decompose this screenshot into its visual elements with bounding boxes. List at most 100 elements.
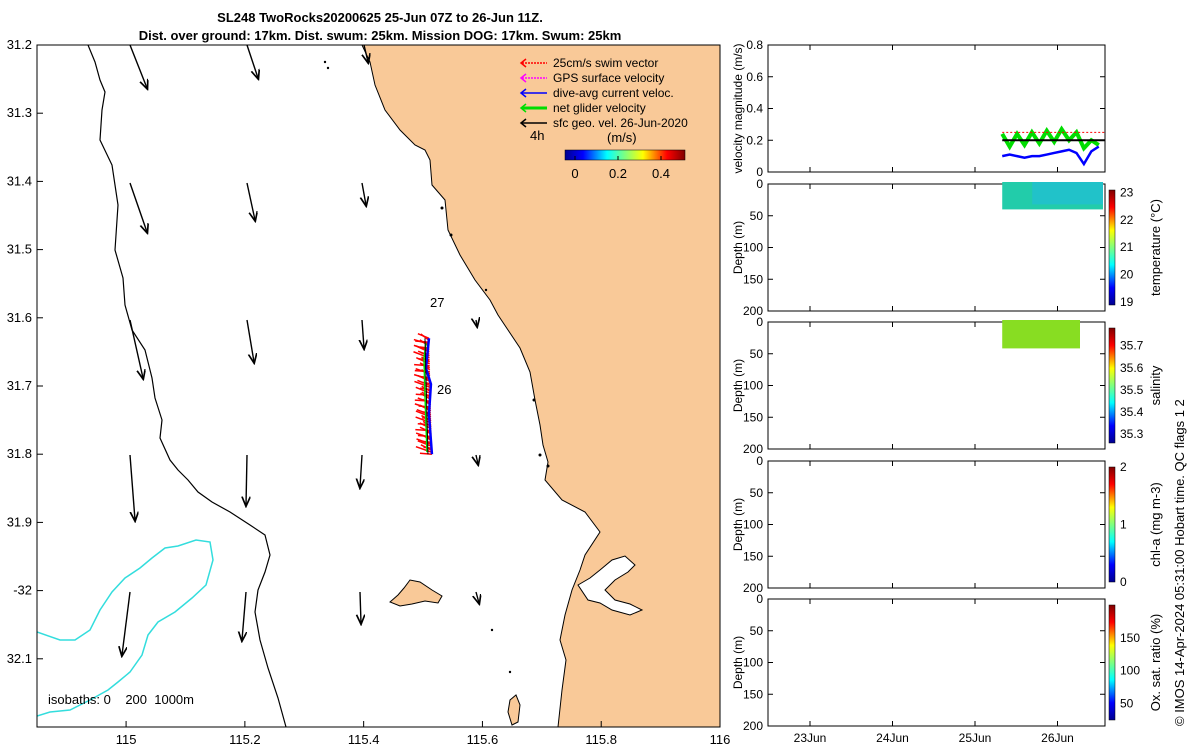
lat-tick-label: 31.5 bbox=[7, 242, 32, 257]
y-axis-label: Depth (m) bbox=[731, 221, 745, 274]
y-axis-label: Depth (m) bbox=[731, 359, 745, 412]
y-tick-label: 100 bbox=[743, 518, 763, 532]
y-tick-label: 100 bbox=[743, 656, 763, 670]
y-tick-label: 0 bbox=[756, 454, 763, 468]
map-panel bbox=[37, 45, 720, 727]
dive-avg-current bbox=[424, 338, 434, 455]
colorbar-title: (m/s) bbox=[607, 130, 637, 145]
colorbar-label: temperature (°C) bbox=[1148, 199, 1163, 296]
colorbar-label: Ox. sat. ratio (%) bbox=[1148, 614, 1163, 712]
time-label: 4h bbox=[530, 128, 544, 143]
colorbar-tick-label: 23 bbox=[1120, 185, 1134, 199]
y-tick-label: 0.2 bbox=[746, 133, 763, 147]
colorbar-tick-label: 0 bbox=[571, 166, 578, 181]
time-tick-label: 23Jun bbox=[794, 731, 827, 745]
colorbar-tick-label: 35.4 bbox=[1120, 405, 1144, 419]
copyright-note: © IMOS 14-Apr-2024 05:31:00 Hobart time.… bbox=[1172, 399, 1187, 726]
colorbar-tick-label: 35.6 bbox=[1120, 361, 1144, 375]
isobath-200m bbox=[87, 45, 287, 727]
y-tick-label: 0.6 bbox=[746, 70, 763, 84]
colorbar-tick-label: 35.3 bbox=[1120, 427, 1144, 441]
y-axis-label: Depth (m) bbox=[731, 498, 745, 551]
y-tick-label: 0.4 bbox=[746, 102, 763, 116]
time-tick-label: 24Jun bbox=[876, 731, 909, 745]
panel-colorbar bbox=[1108, 327, 1116, 444]
lat-tick-label: 31.4 bbox=[7, 173, 32, 188]
colorbar-label: salinity bbox=[1148, 365, 1163, 405]
panel-frame bbox=[767, 598, 1106, 727]
lat-tick-label: 31.9 bbox=[7, 514, 32, 529]
colorbar-tick-label: 35.7 bbox=[1120, 339, 1144, 353]
isobaths-label: isobaths: 0 200 1000m bbox=[48, 692, 194, 707]
track-label-26: 26 bbox=[437, 382, 451, 397]
legend-arrowhead bbox=[519, 103, 527, 113]
y-tick-label: 0 bbox=[756, 592, 763, 606]
colorbar-tick-label: 1 bbox=[1120, 518, 1127, 532]
swim-vector bbox=[415, 446, 433, 453]
panel-colorbar bbox=[1108, 604, 1116, 721]
swim-vector bbox=[415, 393, 431, 396]
sfc-velocity-arrow bbox=[476, 591, 479, 603]
lon-tick-label: 115.8 bbox=[585, 732, 617, 747]
legend-label: 25cm/s swim vector bbox=[553, 56, 658, 70]
panel-3: 0 50 100 150 200 Depth (m) 0 1 2 chl-a (mg m-3) bbox=[731, 454, 1163, 595]
y-tick-label: 100 bbox=[743, 379, 763, 393]
y-tick-label: 200 bbox=[743, 442, 763, 456]
panel-frame bbox=[767, 44, 1106, 173]
lat-tick-label: 31.2 bbox=[7, 37, 32, 52]
swim-vector bbox=[417, 332, 430, 339]
sfc-velocity-arrow bbox=[246, 182, 255, 220]
island bbox=[389, 579, 443, 607]
colorbar-tick-label: 0.4 bbox=[652, 166, 670, 181]
y-tick-label: 0 bbox=[756, 165, 763, 179]
y-axis-label: velocity magnitude (m/s) bbox=[731, 43, 745, 173]
lon-tick-label: 115.4 bbox=[348, 732, 380, 747]
lat-tick-label: 32.1 bbox=[7, 651, 32, 666]
sfc-velocity-arrow bbox=[362, 182, 366, 205]
colorbar-tick-label: 21 bbox=[1120, 240, 1134, 254]
sfc-velocity-arrow bbox=[129, 182, 147, 232]
sfc-velocity-arrow bbox=[360, 591, 361, 623]
speed-colorbar bbox=[564, 149, 686, 161]
y-tick-label: 0.8 bbox=[746, 38, 763, 52]
y-tick-label: 50 bbox=[750, 486, 764, 500]
chart-title: SL248 TwoRocks20200625 25-Jun 07Z to 26-… bbox=[217, 10, 543, 25]
y-axis-label: Depth (m) bbox=[731, 636, 745, 689]
y-tick-label: 150 bbox=[743, 272, 763, 286]
colorbar-tick-label: 35.5 bbox=[1120, 383, 1144, 397]
lat-tick-label: -32 bbox=[13, 583, 32, 598]
sfc-velocity-field bbox=[122, 45, 479, 655]
panel-2: 0 50 100 150 200 Depth (m) 35.3 35.4 35.5 35.6 35.… bbox=[731, 315, 1163, 456]
colorbar-tick-label: 19 bbox=[1120, 295, 1134, 309]
y-tick-label: 50 bbox=[750, 347, 764, 361]
y-tick-label: 50 bbox=[750, 624, 764, 638]
y-tick-label: 150 bbox=[743, 549, 763, 563]
swim-vector bbox=[415, 340, 430, 343]
temperature-profile-shade bbox=[1032, 182, 1103, 205]
lat-tick-label: 31.7 bbox=[7, 378, 32, 393]
colorbar-tick-label: 100 bbox=[1120, 664, 1140, 678]
colorbar-tick-label: 22 bbox=[1120, 213, 1134, 227]
colorbar-tick-label: 0.2 bbox=[609, 166, 627, 181]
colorbar-tick-label: 0 bbox=[1120, 575, 1127, 589]
sfc-velocity-arrow bbox=[362, 319, 364, 348]
net-velocity-line bbox=[1000, 125, 1100, 152]
colorbar-tick-label: 150 bbox=[1120, 631, 1140, 645]
legend-arrowhead bbox=[519, 73, 527, 83]
map-lon-ticks: 115 115.2 115.4 115.6 115.8 116 bbox=[116, 721, 731, 747]
swim-vector bbox=[415, 428, 432, 432]
sfc-velocity-arrow bbox=[360, 454, 362, 487]
lon-tick-label: 115.2 bbox=[229, 732, 261, 747]
legend-label: dive-avg current veloc. bbox=[553, 86, 674, 100]
legend-arrowhead bbox=[519, 88, 527, 98]
lat-tick-label: 31.6 bbox=[7, 310, 32, 325]
panel-colorbar bbox=[1108, 466, 1116, 583]
lon-tick-label: 116 bbox=[710, 732, 731, 747]
dive-avg-line bbox=[1001, 145, 1100, 167]
sfc-velocity-arrow bbox=[476, 454, 478, 464]
lat-tick-label: 31.8 bbox=[7, 446, 32, 461]
y-tick-label: 200 bbox=[743, 304, 763, 318]
